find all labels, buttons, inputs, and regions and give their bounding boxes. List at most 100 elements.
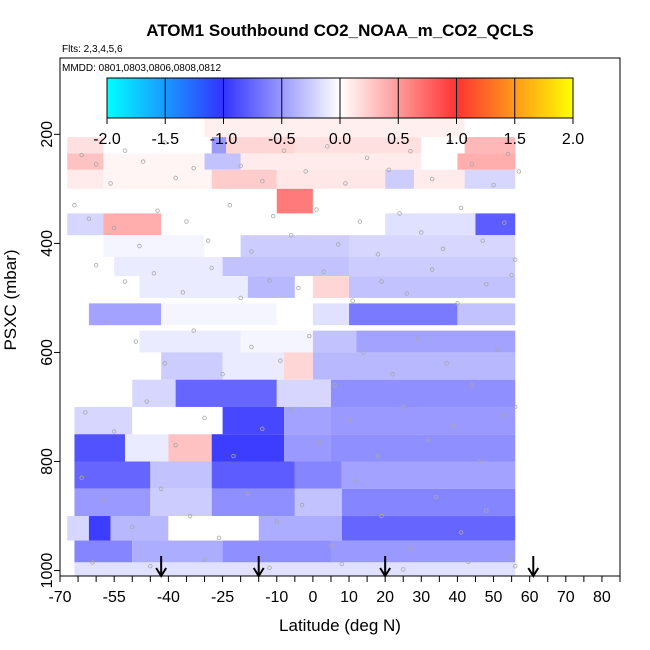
sample-point <box>72 203 77 208</box>
sample-point <box>408 149 413 154</box>
heatmap-cell <box>67 137 104 154</box>
heatmap-cell <box>74 540 133 563</box>
sample-point <box>184 219 189 224</box>
x-tick-label: -70 <box>48 589 71 606</box>
heatmap-cell <box>312 352 516 380</box>
heatmap-cell <box>161 213 277 236</box>
heatmap-cell <box>312 330 357 353</box>
sample-point <box>357 219 363 224</box>
dates-note: MMDD: 0801,0803,0806,0808,0812 <box>62 63 221 74</box>
sample-point <box>130 524 135 530</box>
sample-point <box>390 372 395 377</box>
heatmap-cell <box>110 516 169 541</box>
x-tick-label: 20 <box>376 589 394 606</box>
sample-point <box>491 182 496 188</box>
sample-point <box>205 238 211 243</box>
sample-point <box>173 175 178 181</box>
sample-point <box>289 233 294 238</box>
sample-point <box>440 246 446 252</box>
heatmap-cell <box>103 235 205 258</box>
colorbar-ticks: -2.0 -1.5 -1.0 -0.5 0.0 0.5 1.0 1.5 2.0 <box>93 78 584 148</box>
x-tick-label: -25 <box>211 589 234 606</box>
sample-point <box>447 139 453 145</box>
heatmap-cell <box>341 461 516 489</box>
heatmap-cell <box>294 488 342 517</box>
sample-point <box>404 291 410 296</box>
sample-point <box>173 442 178 448</box>
colorbar: -2.0 -1.5 -1.0 -0.5 0.0 0.5 1.0 1.5 2.0 <box>93 77 584 148</box>
sample-point <box>86 216 92 222</box>
heatmap-cell <box>457 303 516 326</box>
heatmap-cell <box>349 303 458 326</box>
sample-point <box>90 560 95 565</box>
colorbar-tick-label: 1.5 <box>504 131 526 148</box>
sample-point <box>505 151 511 157</box>
heatmap-cell <box>222 352 284 380</box>
sample-point <box>278 358 283 363</box>
sample-point <box>191 328 196 333</box>
sample-point <box>151 271 157 276</box>
sample-point <box>220 372 225 377</box>
sample-point <box>339 561 345 567</box>
y-tick-label: 600 <box>39 339 56 366</box>
y-tick-label: 800 <box>39 448 56 475</box>
heatmap-cell <box>114 257 223 277</box>
heatmap-cell <box>464 137 516 154</box>
heatmap-cell <box>139 330 241 353</box>
sample-point <box>299 502 305 508</box>
colorbar-tick-label: -1.0 <box>210 131 238 148</box>
heatmap-cell <box>226 137 295 154</box>
sample-point <box>408 546 413 551</box>
plot-frame <box>59 57 621 577</box>
sample-point <box>296 285 301 291</box>
colorbar-tick-label: -0.5 <box>268 131 296 148</box>
sample-point <box>375 453 381 459</box>
colorbar-tick-label: -2.0 <box>93 131 121 148</box>
heatmap-cell <box>204 117 465 138</box>
sample-point <box>122 148 128 153</box>
sample-point <box>122 279 128 284</box>
sample-point <box>401 567 406 572</box>
x-tick-label: 60 <box>521 589 539 606</box>
sample-point <box>101 497 106 502</box>
heatmap-cell <box>414 169 465 189</box>
sample-point <box>249 249 254 254</box>
sample-point <box>332 382 337 388</box>
heatmap-cell <box>222 540 331 563</box>
sample-point <box>343 181 348 186</box>
heatmap-cell <box>457 153 516 170</box>
heatmap-cell <box>161 137 212 154</box>
heatmap-cell <box>330 406 516 435</box>
sample-point <box>260 426 265 431</box>
sample-point <box>476 459 482 464</box>
sample-point <box>328 543 334 549</box>
heatmap-cell <box>204 235 241 258</box>
sample-point <box>140 159 146 164</box>
flights-note: Flts: 2,3,4,5,6 <box>62 44 123 55</box>
sample-point <box>93 162 99 167</box>
sample-point <box>458 205 464 211</box>
sample-point <box>509 554 514 560</box>
sample-point <box>303 169 308 174</box>
sample-point <box>509 272 514 278</box>
sample-point <box>321 269 326 274</box>
chart-title: ATOM1 Southbound CO2_NOAA_m_CO2_QCLS <box>146 21 534 40</box>
sample-point <box>133 339 139 344</box>
sample-point <box>270 213 276 219</box>
heatmap-cell <box>475 213 516 236</box>
x-tick-label: 30 <box>412 589 430 606</box>
sample-point <box>335 242 341 247</box>
sample-point <box>267 565 272 571</box>
heatmap-cell <box>276 379 331 407</box>
sample-point <box>180 290 186 295</box>
heatmap-cell <box>294 461 342 489</box>
sample-point <box>274 519 279 524</box>
sample-point <box>191 165 196 171</box>
heatmap-cell <box>276 169 386 189</box>
sample-point <box>379 513 384 519</box>
x-tick-label: 70 <box>557 589 575 606</box>
sample-point <box>289 407 294 412</box>
heatmap-cell <box>349 276 516 298</box>
sample-point <box>469 162 475 167</box>
heatmap-cell <box>132 406 223 435</box>
